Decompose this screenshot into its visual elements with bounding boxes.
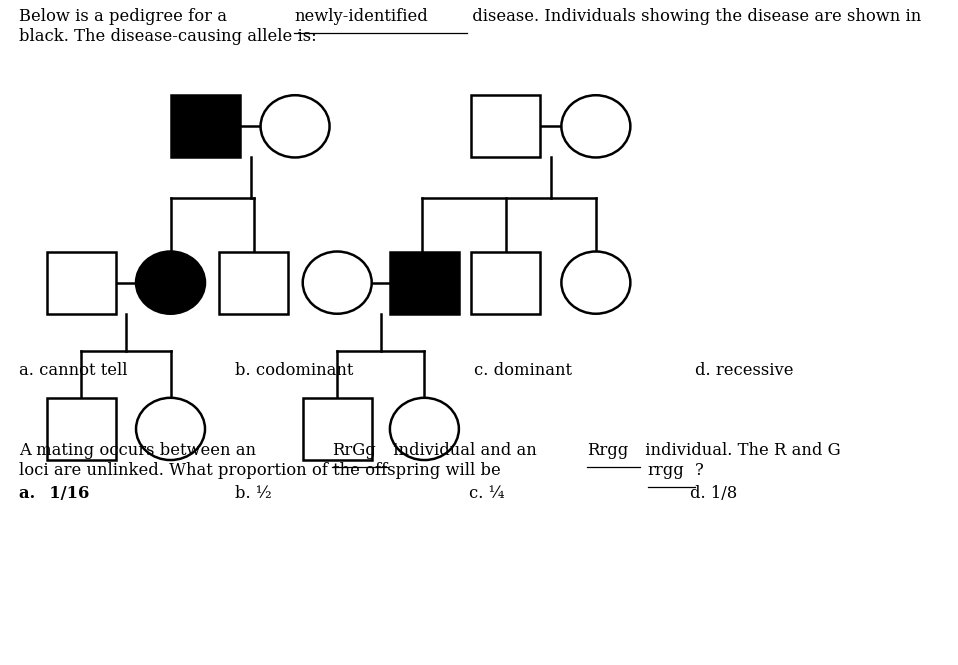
- Text: ?: ?: [695, 462, 704, 479]
- Text: individual. The R and G: individual. The R and G: [640, 442, 841, 460]
- Text: a. cannot tell: a. cannot tell: [19, 362, 127, 380]
- Ellipse shape: [136, 251, 205, 314]
- Ellipse shape: [303, 251, 372, 314]
- Bar: [303, 398, 372, 460]
- Ellipse shape: [390, 398, 459, 460]
- Ellipse shape: [561, 251, 630, 314]
- Bar: [171, 95, 240, 158]
- Text: c. ¼: c. ¼: [469, 485, 505, 503]
- Bar: [471, 95, 540, 158]
- Text: rrgg: rrgg: [648, 462, 684, 479]
- Text: A mating occurs between an: A mating occurs between an: [19, 442, 262, 460]
- Text: b. ½: b. ½: [235, 485, 271, 503]
- Ellipse shape: [561, 95, 630, 158]
- Text: d. recessive: d. recessive: [695, 362, 793, 380]
- Bar: [47, 398, 116, 460]
- Text: disease. Individuals showing the disease are shown in: disease. Individuals showing the disease…: [467, 8, 922, 25]
- Text: RrGg: RrGg: [331, 442, 376, 460]
- Text: d. 1/8: d. 1/8: [690, 485, 737, 503]
- Text: newly-identified: newly-identified: [294, 8, 428, 25]
- Text: c. dominant: c. dominant: [474, 362, 572, 380]
- Bar: [219, 251, 288, 314]
- Ellipse shape: [261, 95, 330, 158]
- Bar: [47, 251, 116, 314]
- Text: Rrgg: Rrgg: [587, 442, 628, 460]
- Text: loci are unlinked. What proportion of the offspring will be: loci are unlinked. What proportion of th…: [19, 462, 506, 479]
- Bar: [471, 251, 540, 314]
- Ellipse shape: [136, 398, 205, 460]
- Text: black. The disease-causing allele is:: black. The disease-causing allele is:: [19, 28, 317, 45]
- Text: a.  1/16: a. 1/16: [19, 485, 89, 503]
- Text: individual and an: individual and an: [388, 442, 542, 460]
- Text: b. codominant: b. codominant: [235, 362, 354, 380]
- Bar: [390, 251, 459, 314]
- Text: Below is a pedigree for a: Below is a pedigree for a: [19, 8, 233, 25]
